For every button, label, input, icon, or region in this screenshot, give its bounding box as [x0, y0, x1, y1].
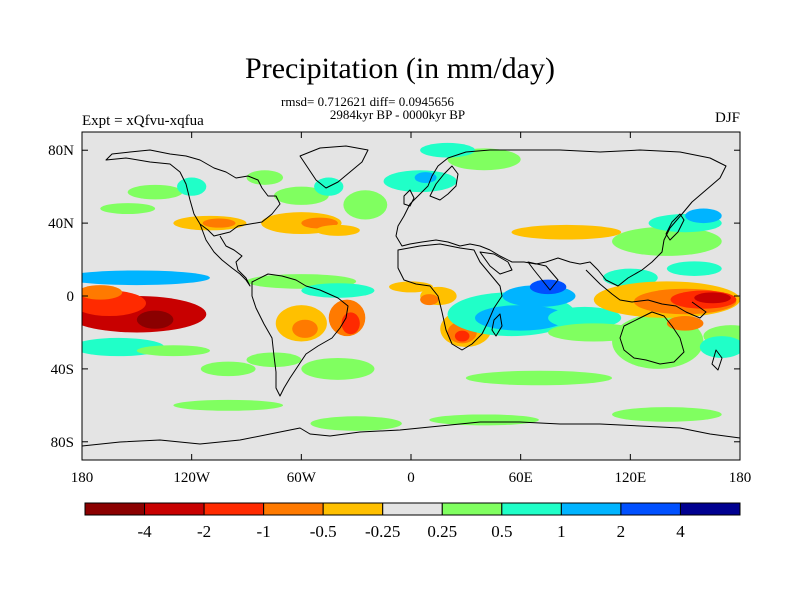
anomaly-region [341, 312, 360, 335]
colorbar-swatch [203, 502, 265, 516]
x-tick-label: 60W [287, 470, 317, 486]
coastline-layer [82, 145, 740, 447]
anomaly-region [202, 218, 236, 228]
colorbar-swatch [144, 502, 205, 516]
australia-coast [619, 311, 685, 365]
new-zealand-coast [711, 349, 723, 371]
anomaly-region [173, 399, 284, 411]
colorbar-swatch [501, 502, 562, 516]
anomaly-layer [82, 142, 740, 431]
x-tick-label: 60E [509, 470, 533, 486]
anomaly-region [177, 177, 207, 196]
x-tick-label: 180 [71, 470, 94, 486]
anomaly-region [685, 208, 722, 224]
anomaly-region [699, 336, 740, 358]
anomaly-region [612, 407, 722, 422]
anomaly-region [465, 370, 613, 386]
y-tick-label: 40S [51, 362, 74, 378]
anomaly-region [127, 184, 183, 200]
colorbar-swatch [382, 502, 443, 516]
y-tick-label: 80S [51, 435, 74, 451]
colorbar-label: -4 [137, 522, 152, 541]
anomaly-region [429, 414, 539, 426]
anomaly-region [301, 357, 375, 380]
anomaly-region [273, 186, 329, 205]
rmsd-diff-line: rmsd= 0.712621 diff= 0.0945656 [281, 94, 454, 109]
british-isles-coast [403, 189, 415, 207]
anomaly-region [420, 142, 475, 158]
europe-asia-coast [395, 149, 727, 287]
anomaly-region [474, 305, 567, 331]
colorbar-label: 4 [676, 522, 685, 541]
southeast-asia-coast [585, 269, 707, 319]
colorbar-label: 0.25 [427, 522, 457, 541]
greenland-coast [299, 145, 369, 189]
season-label: DJF [714, 110, 740, 126]
x-tick-label: 120E [614, 470, 646, 486]
anomaly-region [301, 283, 375, 298]
colorbar-label: 0.5 [491, 522, 512, 541]
anomaly-region [246, 352, 302, 368]
stats-block: rmsd= 0.712621 diff= 0.0945656 2984kyr B… [0, 95, 735, 121]
y-tick-label: 40N [48, 216, 74, 232]
colorbar-swatch [322, 502, 384, 516]
anomaly-region [666, 261, 722, 276]
y-tick-label: 0 [67, 289, 75, 305]
anomaly-region [136, 345, 210, 357]
anomaly-region [511, 224, 622, 240]
anomaly-region [666, 316, 704, 331]
x-tick-label: 120W [173, 470, 211, 486]
anomaly-region [136, 310, 174, 329]
antarctica-coast [82, 421, 740, 447]
anomaly-region [315, 224, 360, 236]
colorbar-label: 2 [617, 522, 626, 541]
x-tick-label: 0 [407, 470, 415, 486]
anomaly-region [292, 319, 318, 338]
anomaly-region [100, 203, 156, 215]
anomaly-region [246, 170, 284, 185]
period-line: 2984kyr BP - 0000kyr BP [329, 107, 466, 122]
anomaly-region [389, 281, 433, 293]
axis-ticks: 180 120W 60W 0 60E 120E 180 80N 40N 0 40S 80S [48, 132, 751, 486]
anomaly-region [310, 416, 402, 431]
anomaly-region [82, 285, 123, 300]
north-america-coast [105, 149, 281, 237]
anomaly-region [343, 190, 388, 220]
anomaly-region [454, 330, 470, 342]
colorbar-swatch [84, 502, 146, 516]
south-america-coast [251, 273, 349, 397]
anomaly-region [414, 172, 437, 184]
anomaly-region [694, 292, 731, 304]
colorbar-label: -2 [197, 522, 211, 541]
x-tick-label: 180 [729, 470, 752, 486]
colorbar-swatch [263, 502, 324, 516]
anomaly-region [548, 306, 622, 329]
colorbar-label: -1 [257, 522, 271, 541]
japan-coast [665, 213, 685, 241]
colorbar-label: -0.5 [310, 522, 337, 541]
anomaly-region [420, 294, 439, 306]
colorbar-swatch [441, 502, 503, 516]
colorbar-label: -0.25 [365, 522, 400, 541]
colorbar-swatch [560, 502, 622, 516]
y-tick-label: 80N [48, 143, 74, 159]
colorbar: -4 -2 -1 -0.5 -0.25 0.25 0.5 1 2 4 [84, 502, 741, 541]
anomaly-region [612, 226, 722, 256]
madagascar-coast [491, 313, 503, 337]
map-title: Precipitation (in mm/day) [245, 52, 555, 85]
anomaly-region [82, 270, 210, 286]
africa-coast [397, 243, 503, 351]
central-america-coast [199, 223, 251, 287]
experiment-label: Expt = xQfvu-xqfua [82, 113, 204, 129]
colorbar-swatch [679, 502, 741, 516]
colorbar-label: 1 [557, 522, 566, 541]
anomaly-region [200, 361, 256, 377]
arabia-india-coast [479, 251, 559, 291]
scandinavia-coast [429, 165, 459, 201]
colorbar-swatch [620, 502, 681, 516]
anomaly-region [602, 268, 658, 287]
